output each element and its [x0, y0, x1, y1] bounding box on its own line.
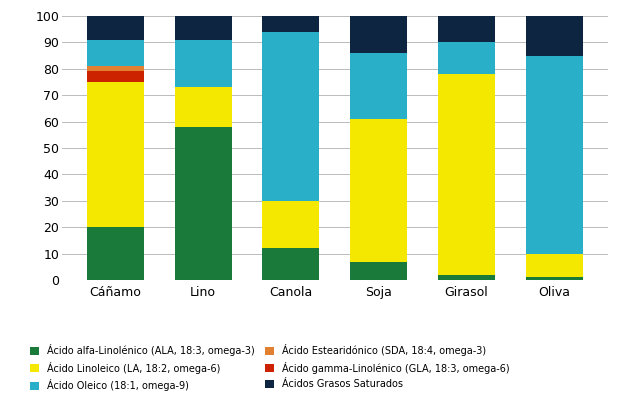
Bar — [87, 72, 144, 82]
Bar — [87, 16, 144, 40]
Legend: Ácido alfa-Linolénico (ALA, 18:3, omega-3), Ácido Linoleico (LA, 18:2, omega-6),: Ácido alfa-Linolénico (ALA, 18:3, omega-… — [30, 344, 510, 391]
Bar — [526, 277, 583, 280]
Bar — [87, 66, 144, 72]
Bar — [350, 119, 407, 262]
Bar — [87, 82, 144, 227]
Bar — [87, 40, 144, 66]
Bar — [350, 53, 407, 119]
Bar — [175, 40, 232, 87]
Bar — [526, 254, 583, 277]
Bar — [350, 262, 407, 280]
Bar — [438, 42, 495, 74]
Bar — [262, 16, 319, 32]
Bar — [526, 56, 583, 254]
Bar — [262, 32, 319, 201]
Bar — [175, 127, 232, 280]
Bar — [438, 74, 495, 275]
Bar — [175, 87, 232, 127]
Bar — [438, 275, 495, 280]
Bar — [262, 248, 319, 280]
Bar — [262, 201, 319, 248]
Bar — [526, 16, 583, 56]
Bar — [438, 16, 495, 42]
Bar — [350, 16, 407, 53]
Bar — [175, 16, 232, 40]
Bar — [87, 227, 144, 280]
